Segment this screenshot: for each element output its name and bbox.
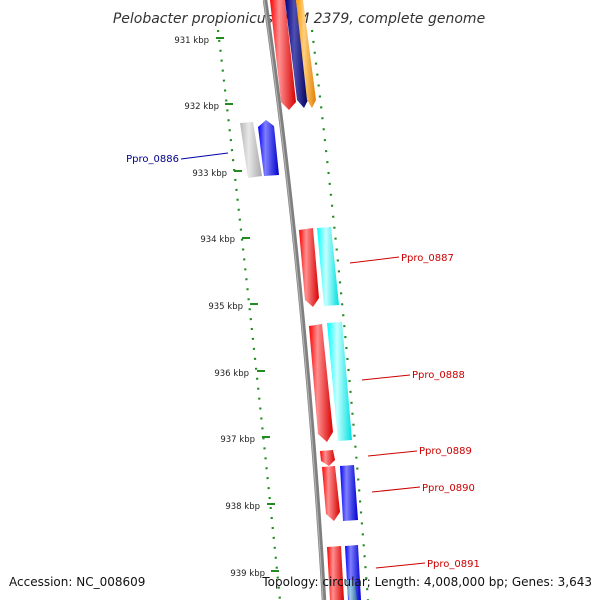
- gene-ppro-0890-group[interactable]: Ppro_0890: [322, 465, 475, 521]
- gene-ppro-0888-leader: [361, 374, 411, 381]
- kbp-label: 934 kbp: [200, 235, 235, 245]
- gene-ppro-0890-leader: [371, 486, 421, 493]
- gene-ppro-0889-arrow[interactable]: [320, 450, 335, 466]
- gene-ppro-0889-group[interactable]: Ppro_0889: [320, 446, 472, 466]
- kbp-label: 939 kbp: [230, 569, 265, 579]
- gene-ppro-0888-arrow[interactable]: [309, 324, 333, 442]
- gene-ppro-0891-label[interactable]: Ppro_0891: [427, 559, 480, 570]
- top-feature-group: [270, 0, 316, 110]
- gene-ppro-0886-group[interactable]: Ppro_0886: [126, 120, 279, 178]
- gene-feature-gray: [240, 122, 262, 178]
- gene-ppro-0891-arrow[interactable]: [327, 546, 344, 600]
- kbp-label: 932 kbp: [184, 102, 219, 112]
- kbp-label: 936 kbp: [214, 369, 249, 379]
- gene-ppro-0889-label[interactable]: Ppro_0889: [419, 446, 472, 457]
- gene-ppro-0890-arrow[interactable]: [322, 466, 340, 521]
- gc-content-track: [216, 29, 282, 600]
- genome-backbone: [262, 0, 327, 600]
- gene-ppro-0887-label[interactable]: Ppro_0887: [401, 253, 454, 264]
- gene-feature-steel: [346, 580, 357, 600]
- gene-ppro-0888-group[interactable]: Ppro_0888: [309, 322, 465, 442]
- gene-ppro-0889-leader: [367, 450, 418, 457]
- gene-ppro-0886-leader: [180, 152, 229, 160]
- gene-ppro-0888-label[interactable]: Ppro_0888: [412, 370, 465, 381]
- cds-arrow-orange: [296, 0, 316, 108]
- kbp-ticks: 931 kbp 932 kbp 933 kbp 934 kbp 935 kbp …: [174, 36, 279, 579]
- cds-arrow-navy: [285, 0, 308, 108]
- cds-arrow-red: [270, 0, 296, 110]
- topology-summary: Topology: circular; Length: 4,008,000 bp…: [262, 575, 592, 589]
- gene-feature-cyan: [327, 322, 352, 441]
- genome-backbone-highlight: [263, 0, 324, 600]
- gene-ppro-0891-leader: [375, 562, 426, 569]
- kbp-label: 938 kbp: [225, 502, 260, 512]
- gene-ppro-0887-group[interactable]: Ppro_0887: [299, 227, 454, 307]
- gene-ppro-0887-arrow[interactable]: [299, 228, 319, 307]
- gene-ppro-0887-leader: [349, 256, 400, 264]
- gene-ppro-0886-arrow[interactable]: [258, 120, 279, 176]
- gene-feature-blue: [340, 465, 358, 521]
- kbp-label: 933 kbp: [192, 169, 227, 179]
- gene-ppro-0890-label[interactable]: Ppro_0890: [422, 483, 475, 494]
- kbp-label: 937 kbp: [220, 435, 255, 445]
- accession-label: Accession: NC_008609: [9, 575, 146, 589]
- gene-feature-cyan: [317, 227, 339, 306]
- gene-ppro-0886-label[interactable]: Ppro_0886: [126, 154, 179, 165]
- gene-ppro-0891-group[interactable]: Ppro_0891: [327, 545, 480, 600]
- kbp-label: 935 kbp: [208, 302, 243, 312]
- kbp-label: 931 kbp: [174, 36, 209, 46]
